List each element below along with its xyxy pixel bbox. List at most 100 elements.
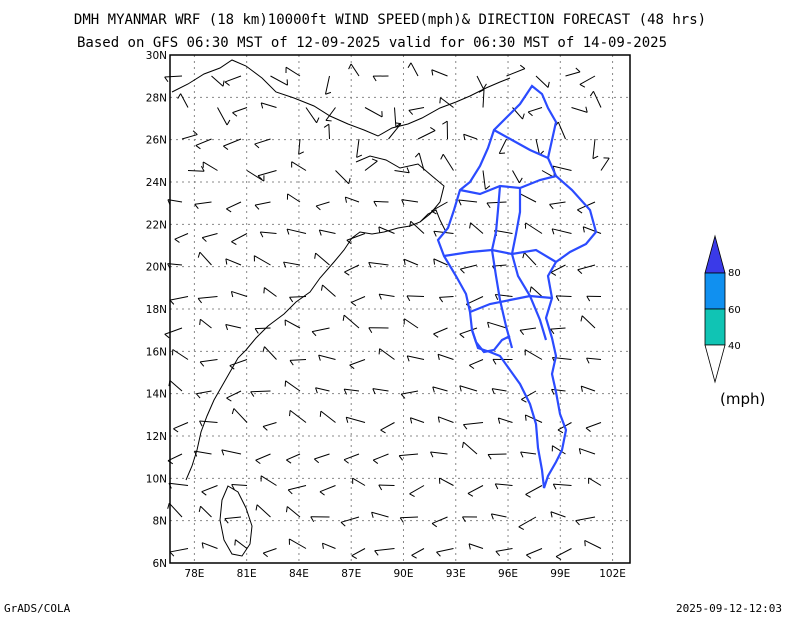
wind-barb	[438, 477, 454, 486]
wind-barb	[344, 264, 360, 276]
wind-barb	[551, 445, 566, 455]
wind-barb	[520, 451, 537, 458]
state-border-4	[469, 294, 553, 314]
wind-barb	[343, 388, 360, 395]
wind-barb	[286, 228, 307, 235]
wind-barb	[431, 69, 448, 77]
wind-barb	[318, 354, 336, 361]
wind-barb	[409, 417, 425, 424]
lon-tick-label: 87E	[341, 568, 361, 580]
wind-barb	[198, 505, 212, 518]
wind-barb	[255, 504, 271, 518]
wind-barb	[324, 75, 332, 95]
lon-tick-label: 102E	[599, 568, 626, 580]
wind-barb	[255, 453, 271, 465]
wind-barb	[320, 284, 336, 297]
wind-barb	[230, 290, 248, 298]
wind-barb	[399, 516, 419, 523]
wind-barb	[373, 200, 389, 207]
wind-barb	[469, 359, 484, 370]
wind-barb	[459, 327, 478, 339]
wind-barb	[527, 107, 543, 117]
lat-tick-label: 10N	[146, 473, 167, 485]
wind-barb	[486, 201, 507, 209]
bangladesh-border	[355, 155, 445, 223]
wind-barb	[371, 511, 389, 518]
wind-barb	[398, 453, 419, 461]
map-frame	[169, 54, 631, 564]
wind-barb	[437, 353, 454, 360]
wind-barb	[285, 66, 301, 77]
wind-barb	[565, 67, 581, 77]
wind-barb	[577, 264, 596, 275]
wind-barb	[254, 201, 271, 210]
wind-barb	[289, 409, 307, 423]
wind-barb	[368, 327, 389, 333]
wind-barb	[345, 416, 366, 423]
wind-barb	[518, 516, 537, 531]
wind-barb	[417, 127, 436, 140]
wind-barb	[374, 548, 395, 556]
wind-barb	[167, 502, 183, 518]
wind-barb	[284, 380, 301, 392]
wind-barb	[578, 448, 596, 455]
wind-barb	[225, 324, 242, 331]
lat-tick-label: 28N	[146, 92, 167, 104]
wind-barb	[408, 107, 425, 115]
wind-barb	[202, 161, 218, 171]
latitude-labels: 30N 28N 26N 24N 22N 20N 18N 16N 14N 12N 10N 8N 6N	[146, 50, 167, 570]
wind-barb	[577, 201, 596, 214]
wind-barb	[351, 548, 366, 560]
wind-barb	[585, 422, 602, 432]
legend-mid-band	[704, 272, 726, 310]
wind-barb	[378, 293, 395, 300]
wind-barb	[580, 385, 596, 392]
wind-barb	[586, 295, 602, 302]
wind-barb	[335, 170, 351, 185]
wind-barb	[491, 388, 507, 395]
generation-timestamp: 2025-09-12-12:03	[676, 602, 782, 615]
wind-barb	[414, 152, 425, 171]
wind-barb	[368, 261, 389, 268]
longitude-labels: 78E 81E 84E 87E 90E 93E 96E 99E 102E	[184, 568, 626, 580]
wind-barb	[407, 62, 419, 77]
wind-barb	[254, 138, 271, 149]
wind-barb	[478, 89, 485, 108]
wind-barb	[194, 201, 212, 210]
wind-barb	[319, 410, 336, 423]
wind-barb	[164, 327, 183, 339]
legend-low-triangle	[704, 344, 726, 384]
wind-barb	[433, 327, 448, 338]
wind-barb	[177, 93, 189, 108]
wind-barb	[231, 408, 248, 423]
wind-barb	[467, 485, 484, 497]
wind-barb	[254, 327, 271, 334]
wind-barb	[380, 422, 395, 434]
wind-barb	[468, 543, 484, 550]
wind-barb	[225, 258, 242, 266]
wind-barb	[310, 516, 330, 522]
wind-barb	[388, 122, 402, 140]
sri-lanka-outline	[219, 485, 253, 557]
state-border-5	[490, 185, 514, 349]
wind-barb	[314, 252, 330, 266]
wind-barb	[322, 542, 336, 549]
wind-barb	[181, 130, 198, 140]
wind-barb	[552, 483, 572, 490]
wind-barb	[433, 258, 448, 266]
wind-barb	[552, 165, 572, 172]
wind-barb	[589, 90, 602, 108]
wind-barb	[291, 161, 307, 171]
state-border-2	[493, 129, 549, 160]
wind-barb	[588, 477, 602, 486]
wind-barb	[494, 483, 513, 490]
wind-barb	[431, 201, 448, 215]
wind-barb	[579, 75, 596, 88]
wind-barb	[524, 349, 543, 360]
wind-barb	[319, 485, 336, 496]
legend-label-40: 40	[728, 341, 741, 352]
wind-barb	[286, 453, 301, 464]
wind-barb	[364, 158, 378, 171]
lat-tick-label: 12N	[146, 431, 167, 443]
